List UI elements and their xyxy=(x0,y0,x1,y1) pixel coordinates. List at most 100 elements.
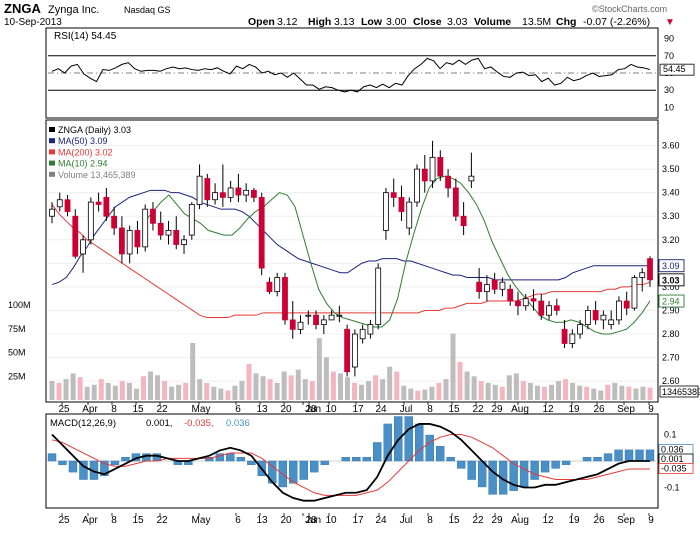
chg-value: -0.07 (-2.26%) xyxy=(583,16,650,28)
price-badge xyxy=(658,273,685,287)
price-badge-label: 2.94 xyxy=(662,297,680,307)
close-value: 3.03 xyxy=(447,16,468,28)
ma50-line xyxy=(51,189,650,286)
x-tick-label: 25 xyxy=(58,404,70,415)
ma10-line xyxy=(144,175,651,335)
volume-bar xyxy=(337,373,343,400)
volume-bar xyxy=(126,382,132,400)
price-tick-label: 3.20 xyxy=(662,235,680,245)
volume-value-badge xyxy=(659,385,699,398)
candle-body xyxy=(452,187,459,217)
macd-tick-label: 0.1 xyxy=(664,430,677,440)
macd-histogram-bar xyxy=(488,460,497,495)
macd-value-label: 0.036 xyxy=(661,445,684,455)
volume-bar xyxy=(281,371,287,400)
volume-bar xyxy=(534,385,540,400)
rsi-value-badge xyxy=(659,63,695,76)
rsi-tick-label: 90 xyxy=(664,34,674,44)
chg-down-arrow-icon: ▼ xyxy=(665,17,675,28)
volume-bar xyxy=(380,379,386,400)
volume-bar xyxy=(288,375,294,400)
volume-bar xyxy=(309,381,315,400)
volume-tick-label: 100M xyxy=(8,300,31,310)
volume-bar xyxy=(190,343,196,400)
macd-histogram-bar xyxy=(289,460,298,484)
macd-histogram-bar xyxy=(446,457,455,462)
candle-body xyxy=(103,196,110,217)
candle-body xyxy=(569,333,576,344)
volume-value: 13.5M xyxy=(522,16,551,28)
volume-bar xyxy=(527,382,533,400)
candle-body xyxy=(647,258,653,281)
macd-histogram-bar xyxy=(110,460,120,465)
x-tick-label: 28 xyxy=(305,404,317,415)
candle-body xyxy=(126,229,133,255)
volume-bar xyxy=(520,381,526,400)
volume-bar xyxy=(176,384,182,400)
x-tick-label: Apr xyxy=(82,515,98,526)
candle-body xyxy=(251,189,257,198)
candle-body xyxy=(142,208,149,248)
volume-value-label: 13465389 xyxy=(662,387,700,397)
close-label: Close xyxy=(413,16,442,28)
candle-body xyxy=(212,192,218,201)
x-tick-label: Jun xyxy=(305,404,321,415)
candle-body xyxy=(522,298,529,307)
candle-body xyxy=(64,199,71,212)
volume-bar xyxy=(513,373,519,400)
rsi-tick-label: 70 xyxy=(664,51,674,61)
volume-bar xyxy=(323,357,329,400)
price-badge xyxy=(658,259,685,273)
volume-label: Volume xyxy=(474,16,511,28)
candle-body xyxy=(476,281,483,293)
legend-swatch xyxy=(49,138,55,144)
x-tick-label: 8 xyxy=(427,404,433,415)
macd-histogram-bar xyxy=(645,449,655,462)
candle-body xyxy=(282,277,288,321)
candle-body xyxy=(196,175,203,205)
legend-swatch xyxy=(49,127,55,132)
volume-bar xyxy=(239,381,245,400)
x-tick-label: 24 xyxy=(375,515,387,526)
volume-bar xyxy=(633,388,639,400)
macd-histogram-bar xyxy=(58,460,67,465)
macd-histogram-bar xyxy=(352,457,361,462)
candle-body xyxy=(390,192,397,198)
candle-body xyxy=(375,267,382,326)
candle-body xyxy=(181,239,187,245)
macd-value-badge xyxy=(658,463,694,474)
macd-histogram-bar xyxy=(205,457,214,462)
volume-bar xyxy=(267,379,273,400)
macd-histogram-bar xyxy=(519,460,529,488)
x-tick-label: Sep xyxy=(617,404,635,415)
volume-bar xyxy=(429,386,435,400)
macd-histogram-bar xyxy=(635,449,644,462)
price-tick-label: 3.40 xyxy=(662,188,680,198)
volume-bar xyxy=(140,376,146,400)
volume-bar xyxy=(98,379,104,400)
macd-histogram-bar xyxy=(341,457,350,462)
legend-entry: MA(200) 3.02 xyxy=(58,147,113,157)
x-tick-label: 13 xyxy=(256,515,268,526)
legend-swatch xyxy=(49,171,55,177)
volume-bar xyxy=(471,376,477,400)
macd-histogram-bar xyxy=(614,449,623,462)
candle-body xyxy=(383,192,389,231)
volume-bar xyxy=(253,373,259,400)
volume-bar xyxy=(619,385,625,400)
volume-bar xyxy=(218,388,224,400)
macd-histogram-bar xyxy=(425,434,434,462)
macd-histogram-bar xyxy=(373,442,382,462)
volume-bar xyxy=(492,384,498,400)
candle-body xyxy=(359,328,366,340)
symbol-title: ZNGA xyxy=(4,1,41,16)
candle-body xyxy=(639,272,646,278)
company-name: Zynga Inc. xyxy=(48,4,99,16)
volume-bar xyxy=(387,366,393,400)
volume-bar xyxy=(147,371,153,400)
x-tick-label: Sep xyxy=(617,515,635,526)
volume-bar xyxy=(605,384,611,400)
candle-body xyxy=(530,298,537,302)
x-tick-label: 17 xyxy=(352,515,364,526)
macd-value-label: 0.001 xyxy=(661,454,684,464)
